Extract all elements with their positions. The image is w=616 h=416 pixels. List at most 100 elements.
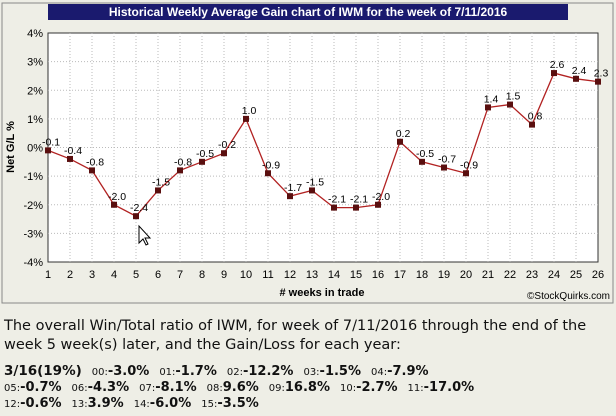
data-label: -0.9 <box>262 159 280 171</box>
data-point <box>199 158 205 165</box>
data-label: 0.8 <box>528 111 543 123</box>
year-stat: 14:-6.0% <box>134 396 192 412</box>
data-label: -0.1 <box>42 136 60 148</box>
year-stat: 15:-3.5% <box>201 396 259 412</box>
year-value: 16.8% <box>284 380 330 395</box>
year-value: -12.2% <box>242 364 294 379</box>
year-stat: 13:3.9% <box>72 396 124 412</box>
x-tick-label: 20 <box>460 269 472 281</box>
x-tick-label: 13 <box>306 269 318 281</box>
win-ratio-value: 3/16(19%) <box>4 363 82 379</box>
year-value: -6.0% <box>149 396 192 411</box>
x-tick-label: 2 <box>67 269 73 281</box>
year-label: 10: <box>340 383 357 394</box>
x-tick-label: 16 <box>372 269 384 281</box>
data-label: 0.2 <box>396 128 411 140</box>
x-tick-label: 14 <box>328 269 340 281</box>
credit-text: ©StockQuirks.com <box>527 291 610 302</box>
data-point <box>45 147 51 154</box>
x-tick-label: 19 <box>438 269 450 281</box>
year-stat: 05:-0.7% <box>4 380 62 396</box>
data-point <box>67 155 73 162</box>
data-point <box>89 167 95 174</box>
x-tick-label: 15 <box>350 269 362 281</box>
x-tick-label: 25 <box>570 269 582 281</box>
summary-text: The overall Win/Total ratio of IWM, for … <box>4 318 587 353</box>
year-stat: 06:-4.3% <box>72 380 130 396</box>
data-label: -2.0 <box>108 191 126 203</box>
year-label: 05: <box>4 383 21 394</box>
data-label: 1.4 <box>484 93 499 105</box>
year-stat: 01:-1.7% <box>159 364 217 380</box>
data-point <box>507 101 513 108</box>
data-label: -0.5 <box>196 148 214 160</box>
mouse-cursor-icon <box>138 224 152 246</box>
x-tick-label: 26 <box>592 269 604 281</box>
year-value: 3.9% <box>87 396 124 411</box>
stats-row: 12:-0.6% 13:3.9% 14:-6.0% 15:-3.5% <box>4 396 614 412</box>
year-value: -0.7% <box>20 380 62 395</box>
year-stat: 09:16.8% <box>269 380 330 396</box>
year-stat: 00:-3.0% <box>92 364 150 380</box>
data-label: -0.7 <box>438 154 456 166</box>
year-label: 12: <box>4 399 21 410</box>
x-tick-label: 1 <box>45 269 51 281</box>
data-point <box>265 170 271 177</box>
data-point <box>243 115 249 122</box>
y-tick-label: 2% <box>27 85 43 97</box>
data-label: -0.2 <box>218 139 236 151</box>
chart-border <box>1 2 614 304</box>
year-value: -3.5% <box>217 396 259 411</box>
x-tick-label: 5 <box>133 269 139 281</box>
year-label: 14: <box>133 399 150 410</box>
year-label: 03: <box>303 367 320 378</box>
data-label: -0.4 <box>64 145 82 157</box>
x-tick-label: 3 <box>89 269 95 281</box>
y-tick-label: 3% <box>27 57 43 69</box>
y-tick-label: 1% <box>27 114 43 126</box>
data-point <box>309 187 315 194</box>
y-tick-label: -1% <box>23 171 43 183</box>
year-value: -2.7% <box>356 380 398 395</box>
chart-frame: Historical Weekly Average Gain chart of … <box>1 2 614 304</box>
win-ratio: 3/16(19%) <box>4 364 82 379</box>
year-value: -17.0% <box>423 380 475 395</box>
year-label: 13: <box>71 399 88 410</box>
data-label: 2.6 <box>550 59 565 71</box>
x-tick-label: 23 <box>526 269 538 281</box>
x-tick-label: 9 <box>221 269 227 281</box>
year-label: 04: <box>371 367 388 378</box>
data-point <box>353 204 359 211</box>
x-tick-label: 7 <box>177 269 183 281</box>
year-label: 01: <box>159 367 176 378</box>
data-point <box>155 187 161 194</box>
data-label: -0.9 <box>460 159 478 171</box>
year-label: 11: <box>407 383 424 394</box>
data-label: 1.5 <box>506 91 521 103</box>
x-tick-label: 21 <box>482 269 494 281</box>
year-label: 00: <box>91 367 108 378</box>
x-tick-label: 4 <box>111 269 117 281</box>
plot-area: -4%-3%-2%-1%0%1%2%3%4%1 2 3 4 5 6 7 8 9 10 11 12 13 1… <box>23 28 608 281</box>
x-tick-label: 8 <box>199 269 205 281</box>
x-tick-label: 17 <box>394 269 406 281</box>
year-value: -1.7% <box>175 364 217 379</box>
data-label: -0.8 <box>174 156 192 168</box>
data-label: -0.5 <box>416 148 434 160</box>
data-label: -2.4 <box>130 202 148 214</box>
year-stat: 04:-7.9% <box>371 364 429 380</box>
y-tick-label: -4% <box>23 257 43 269</box>
year-stat: 11:-17.0% <box>408 380 475 396</box>
data-label: -1.5 <box>306 176 324 188</box>
year-value: -8.1% <box>155 380 197 395</box>
data-point <box>397 138 403 145</box>
year-label: 08: <box>206 383 223 394</box>
year-value: 9.6% <box>222 380 259 395</box>
data-point <box>419 158 425 165</box>
data-point <box>287 193 293 200</box>
x-axis-label: # weeks in trade <box>280 287 365 299</box>
y-tick-label: 4% <box>27 28 43 40</box>
year-label: 09: <box>268 383 285 394</box>
year-stat: 12:-0.6% <box>4 396 62 412</box>
year-label: 15: <box>201 399 218 410</box>
